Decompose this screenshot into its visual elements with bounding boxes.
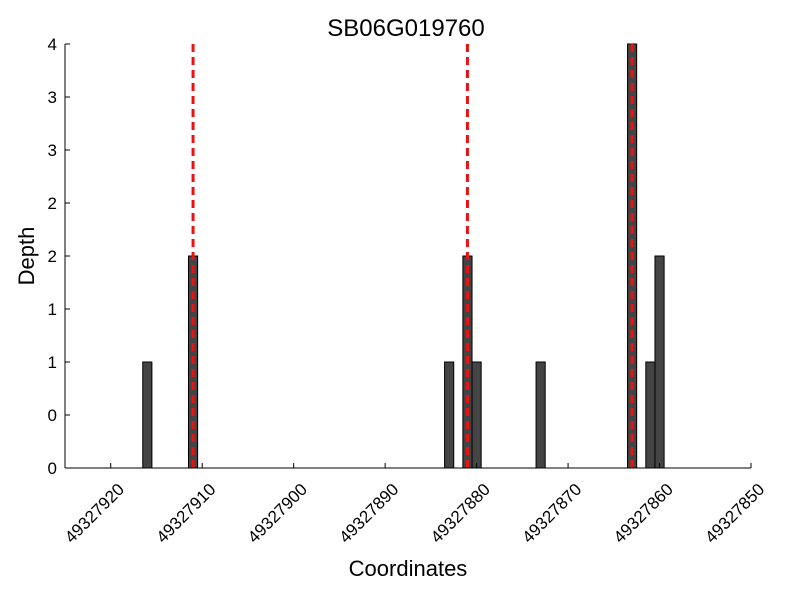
marker-lines [191,44,634,468]
y-ticks: 0 0 1 1 2 2 3 3 4 [48,35,70,478]
x-axis-label: Coordinates [349,556,468,581]
y-tick-label-8: 4 [48,35,57,54]
bar-2 [444,361,455,469]
y-tick-label-5: 2 [48,194,57,213]
bar-7 [645,361,656,469]
y-tick-label-2: 1 [48,353,57,372]
x-tick-label-2: 49327900 [244,480,311,547]
bars [142,43,665,469]
x-tick-label-7: 49327850 [701,480,768,547]
x-tick-label-4: 49327880 [427,480,494,547]
y-tick-label-3: 1 [48,300,57,319]
bar-8 [654,255,665,469]
y-tick-label-6: 3 [48,141,57,160]
y-tick-label-0: 0 [48,459,57,478]
x-tick-label-0: 49327920 [61,480,128,547]
y-tick-label-7: 3 [48,88,57,107]
x-tick-label-5: 49327870 [518,480,585,547]
x-ticks: 49327920 49327910 49327900 49327890 49327880… [61,463,768,547]
bar-0 [142,361,153,469]
x-tick-label-6: 49327860 [610,480,677,547]
y-tick-label-1: 0 [48,406,57,425]
y-axis-label: Depth [14,227,39,286]
bar-4 [471,361,482,469]
y-tick-label-4: 2 [48,247,57,266]
x-tick-label-3: 49327890 [336,480,403,547]
chart-title: SB06G019760 [327,15,484,42]
x-tick-label-1: 49327910 [153,480,220,547]
bar-5 [535,361,546,469]
